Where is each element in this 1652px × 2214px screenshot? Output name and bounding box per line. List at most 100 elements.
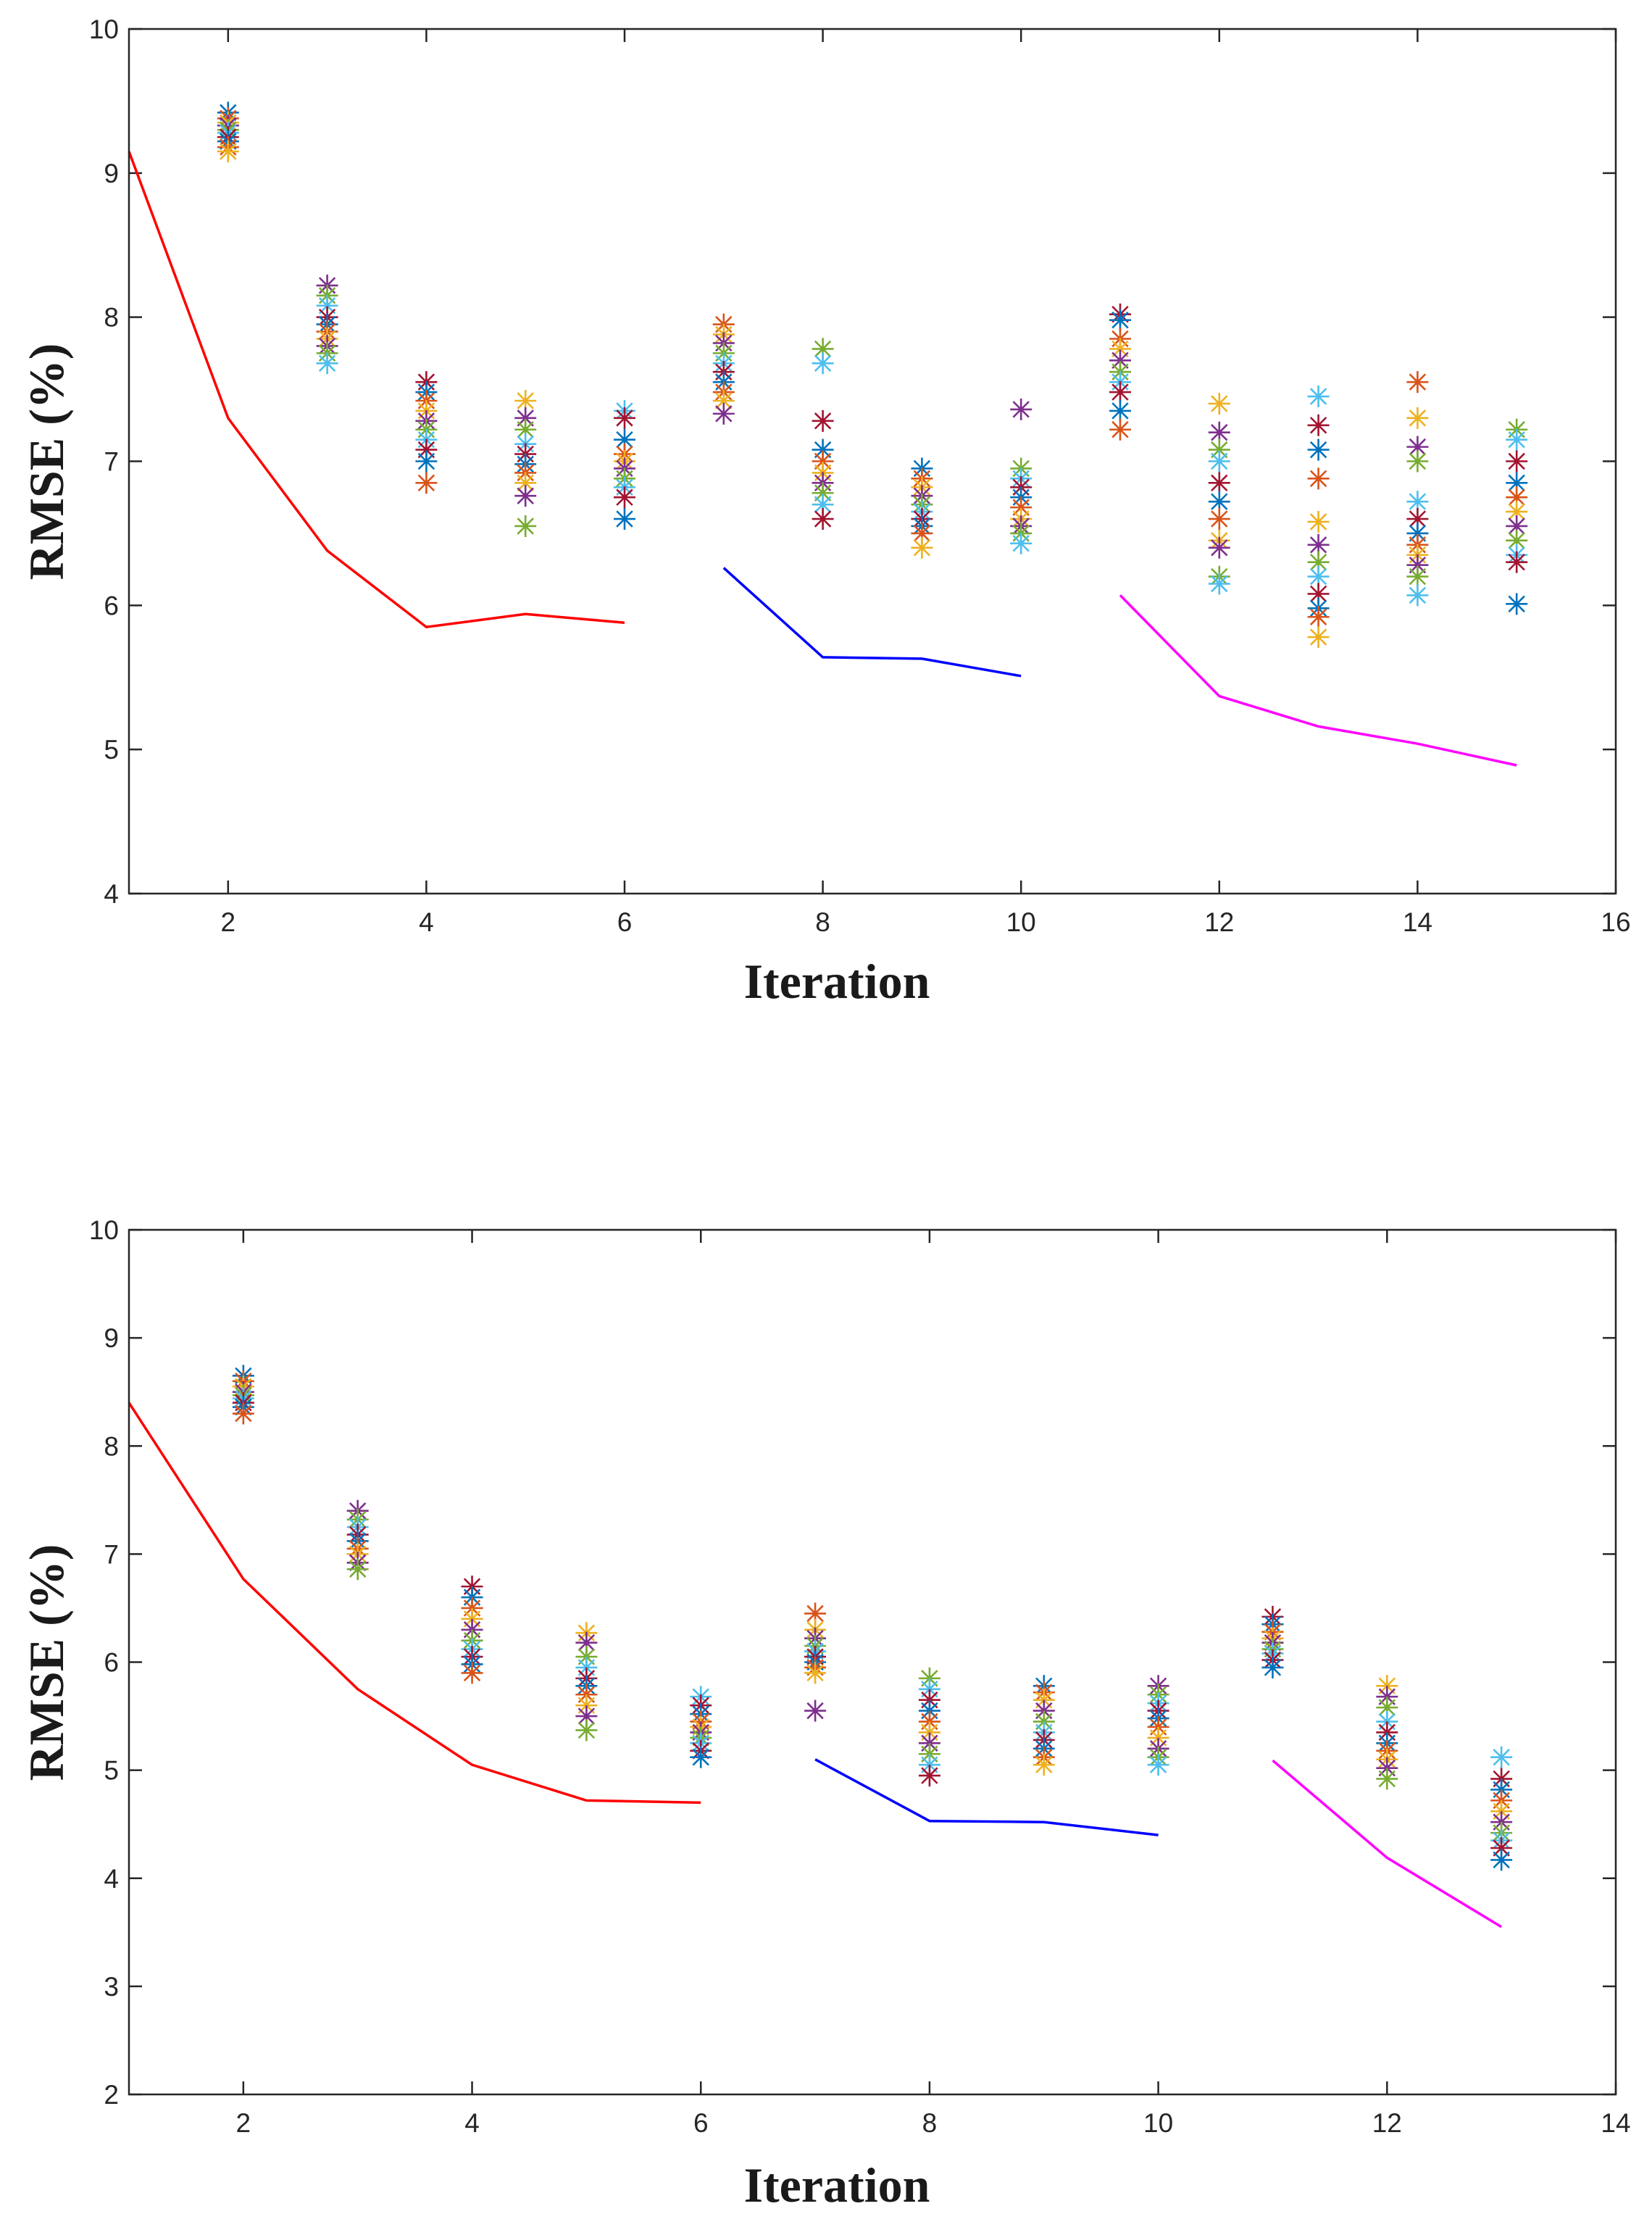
bottom-line-stage-2 [814,1758,1159,1836]
top-scatter-point [514,389,537,412]
top-x-axis-label: Iteration [744,954,930,1009]
top-scatter-point [614,486,635,509]
bottom-scatter-point [1376,1697,1398,1719]
bottom-x-tick-label: 14 [1601,2108,1630,2138]
top-scatter-point [415,472,438,494]
top-scatter-point [1406,436,1429,458]
top-x-tick-label: 8 [815,907,830,937]
top-y-tick-label: 7 [104,447,119,477]
top-scatter-point [1307,565,1330,588]
bottom-scatter-point [1147,1754,1169,1776]
top-scatter-point [1406,522,1429,544]
top-scatter-point [812,352,834,375]
bottom-y-tick-label: 4 [104,1864,119,1894]
bottom-scatter-point [1490,1746,1513,1768]
bottom-y-tick-label: 10 [89,1215,119,1245]
top-x-tick-label: 6 [617,907,633,937]
top-scatter-point [1109,418,1131,441]
top-scatter-point [1307,626,1330,649]
top-line-stage-1 [128,151,625,629]
top-scatter-point [712,389,735,412]
top-scatter-point [1506,501,1528,523]
top-scatter-point [316,352,338,375]
top-x-tick-label: 14 [1403,907,1432,937]
top-y-tick-label: 4 [104,879,119,909]
top-scatter-point [812,409,834,432]
top-scatter-point [1406,584,1429,607]
top-scatter-point [1208,573,1230,595]
top-scatter-point [1307,438,1330,461]
bottom-scatter-point [461,1662,483,1684]
top-scatter-point [1307,467,1330,490]
bottom-scatter-point [804,1602,827,1625]
top-scatter-point [812,338,834,360]
top-x-tick-label: 4 [419,907,434,937]
top-scatter-point [1406,407,1429,429]
bottom-y-tick-label: 2 [104,2080,119,2110]
bottom-scatter-point [1261,1656,1284,1678]
top-y-axis-label: RMSE (%) [19,344,74,580]
bottom-y-tick-label: 6 [104,1648,119,1678]
bottom-scatter-point [575,1719,598,1741]
top-scatter-point [514,485,537,507]
top-scatter-point [1307,551,1330,573]
bottom-x-axis-label: Iteration [744,2157,930,2213]
bottom-scatter-point [1376,1768,1398,1790]
top-y-tick-label: 9 [104,159,119,188]
top-scatter-point [1406,554,1429,576]
top-scatter-point [1208,508,1230,530]
top-scatter-point [217,141,239,163]
top-x-tick-label: 16 [1601,907,1630,937]
top-x-tick-label: 2 [221,907,236,937]
bottom-scatter-point [1490,1849,1513,1871]
top-scatter-point [812,450,834,473]
top-scatter-point [1208,472,1230,494]
bottom-line-stage-1 [128,1402,701,1805]
top-scatter-point [1307,414,1330,436]
top-scatter-point [1506,593,1528,615]
bottom-x-tick-label: 6 [693,2108,709,2138]
bottom-x-tick-label: 8 [922,2108,938,2138]
bottom-scatter-point [1490,1837,1513,1859]
top-scatter-point [1307,386,1330,408]
bottom-y-tick-label: 9 [104,1323,119,1353]
bottom-plot-area-frame [128,1228,1617,2096]
top-scatter-point [712,402,735,425]
top-scatter-point [1109,309,1131,331]
top-scatter-point [911,536,933,559]
top-scatter-point [1506,551,1528,573]
bottom-x-tick-label: 10 [1143,2108,1173,2138]
bottom-scatter-point [346,1558,369,1581]
top-scatter-point [1406,450,1429,473]
bottom-y-tick-label: 3 [104,1972,119,2002]
bottom-scatter-point [690,1746,712,1768]
top-scatter-point [1307,583,1330,605]
bottom-scatter-point [918,1765,940,1787]
top-scatter-point [1208,450,1230,473]
top-scatter-point [514,407,537,429]
bottom-x-tick-label: 12 [1372,2108,1402,2138]
bottom-y-axis-label: RMSE (%) [19,1544,74,1781]
top-scatter-point [1208,438,1230,461]
top-scatter-point [1406,491,1429,513]
top-y-tick-label: 8 [104,303,119,333]
bottom-x-tick-label: 2 [236,2108,251,2138]
top-scatter-point [1506,529,1528,552]
top-scatter-point [1109,338,1131,360]
bottom-scatter-point [804,1699,827,1722]
bottom-scatter-point [1032,1754,1055,1776]
top-scatter-point [1208,491,1230,513]
bottom-y-tick-label: 5 [104,1756,119,1786]
top-scatter-point [514,418,537,441]
bottom-scatter-point [575,1705,598,1728]
top-scatter-point [1208,536,1230,559]
top-line-stage-3 [1119,594,1517,767]
top-scatter-point [1307,511,1330,533]
bottom-scatter-point [804,1662,827,1684]
top-scatter-point [1506,428,1528,451]
top-scatter-point [1010,496,1032,519]
top-scatter-point [1010,398,1032,420]
top-scatter-point [1307,533,1330,556]
top-scatter-point [614,428,635,451]
